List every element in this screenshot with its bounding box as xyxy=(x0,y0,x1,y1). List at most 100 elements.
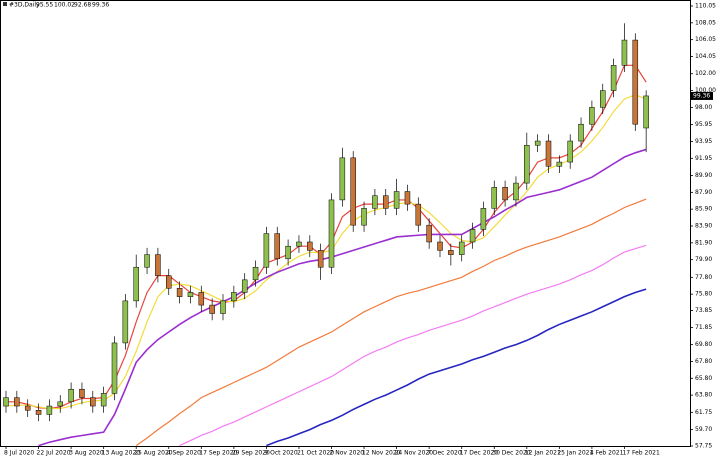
candle-body xyxy=(556,161,563,167)
candle-body xyxy=(448,250,454,255)
x-tick-label: 17 Dec 2020 xyxy=(460,450,499,457)
candle-body xyxy=(643,95,649,129)
candle-body xyxy=(437,241,443,251)
y-tick-label: 77.80 xyxy=(695,274,712,281)
candle-body xyxy=(144,254,150,268)
candle-body xyxy=(263,233,270,268)
candle-body xyxy=(404,191,411,205)
y-tick-label: 102.00 xyxy=(695,70,716,77)
symbol: #3D,Daily xyxy=(9,2,40,9)
y-tick-label: 100.00 xyxy=(695,87,716,94)
candle-body xyxy=(79,388,85,398)
y-tick-label: 98.00 xyxy=(695,104,712,111)
x-tick-label: 13 Aug 2020 xyxy=(102,450,141,457)
y-tick-label: 106.05 xyxy=(695,36,716,43)
candle-body xyxy=(252,266,259,281)
candle-body xyxy=(458,241,465,255)
candle-body xyxy=(426,224,432,243)
candle-body xyxy=(524,144,530,184)
x-tick-label: 29 Sep 2020 xyxy=(232,450,270,457)
x-tick-label: 30 Dec 2020 xyxy=(492,450,531,457)
y-tick-label: 110.05 xyxy=(695,3,716,10)
candle-body xyxy=(90,397,96,407)
candle-body xyxy=(166,275,172,289)
ma-line xyxy=(179,244,647,446)
plot-frame xyxy=(0,0,691,447)
candle-body xyxy=(198,292,205,306)
header-icon xyxy=(3,2,7,6)
candle-body xyxy=(46,405,53,415)
candle-body xyxy=(415,203,422,226)
candle-body xyxy=(621,39,628,66)
y-tick-label: 83.90 xyxy=(695,223,712,230)
y-tick-label: 71.85 xyxy=(695,324,712,331)
x-tick-label: 8 Jul 2020 xyxy=(4,450,34,457)
x-tick-label: 17 Feb 2021 xyxy=(622,450,660,457)
ma-line xyxy=(5,94,647,410)
candle-body xyxy=(589,107,595,125)
price-tag xyxy=(691,91,713,100)
y-tick-label: 67.80 xyxy=(695,358,712,365)
candle-body xyxy=(220,300,226,314)
x-tick-label: 17 Sep 2020 xyxy=(199,450,237,457)
candle-body xyxy=(578,123,584,142)
x-tick-label: 22 Jul 2020 xyxy=(37,450,71,457)
candle-body xyxy=(285,245,291,260)
candle-body xyxy=(534,140,541,146)
candle-body xyxy=(231,292,237,302)
price-tag-label: 99.36 xyxy=(693,92,710,99)
y-tick-label: 79.90 xyxy=(695,256,712,263)
candle-body xyxy=(68,388,74,403)
x-tick-label: 4 Feb 2021 xyxy=(590,450,624,457)
x-tick-label: 21 Oct 2020 xyxy=(297,450,334,457)
y-tick-label: 63.80 xyxy=(695,392,712,399)
y-tick-label: 75.80 xyxy=(695,291,712,298)
candle-body xyxy=(274,233,280,260)
candle-body xyxy=(24,405,31,411)
y-tick-label: 87.90 xyxy=(695,189,712,196)
y-tick-label: 108.05 xyxy=(695,19,716,26)
x-tick-label: 3 Aug 2020 xyxy=(69,450,104,457)
y-tick-label: 81.90 xyxy=(695,239,712,246)
x-tick-label: 4 Sep 2020 xyxy=(167,450,201,457)
y-tick-label: 59.70 xyxy=(695,426,712,433)
candle-body xyxy=(209,304,215,314)
candle-body xyxy=(372,195,378,209)
high-value: 100.02 xyxy=(54,2,75,9)
candle-body xyxy=(480,208,487,230)
ma-line xyxy=(135,198,647,446)
x-tick-label: 12 Jan 2021 xyxy=(525,450,561,457)
candle-body xyxy=(513,182,519,201)
close-value: 99.36 xyxy=(92,2,109,9)
ma-line xyxy=(38,148,647,446)
open-value: 95.55 xyxy=(36,2,53,9)
candle-body xyxy=(491,187,497,209)
candle-body xyxy=(241,279,248,293)
candle-body xyxy=(111,342,118,394)
plot xyxy=(3,23,649,446)
x-tick-label: 2 Nov 2020 xyxy=(330,450,365,457)
candle-body xyxy=(339,157,346,201)
candle-body xyxy=(122,300,129,344)
candle-body xyxy=(133,266,139,302)
y-tick-label: 91.95 xyxy=(695,155,712,162)
y-tick-label: 57.75 xyxy=(695,443,712,450)
candle-body xyxy=(100,393,107,407)
candle-body xyxy=(383,195,389,209)
candle-body xyxy=(610,65,617,91)
candle-body xyxy=(361,208,367,226)
candle-body xyxy=(35,409,42,415)
y-tick-label: 95.95 xyxy=(695,121,712,128)
candle-body xyxy=(155,254,161,276)
candle-body xyxy=(3,397,9,407)
x-tick-label: 24 Nov 2020 xyxy=(395,450,434,457)
x-tick-label: 9 Oct 2020 xyxy=(264,450,297,457)
candle-body xyxy=(176,288,183,297)
candle-body xyxy=(350,157,356,226)
y-tick-label: 65.80 xyxy=(695,375,712,382)
y-tick-label: 61.75 xyxy=(695,409,712,416)
x-tick-label: 25 Jan 2021 xyxy=(557,450,593,457)
candle-body xyxy=(545,140,552,167)
candle-body xyxy=(187,292,194,297)
y-tick-label: 85.90 xyxy=(695,206,712,213)
